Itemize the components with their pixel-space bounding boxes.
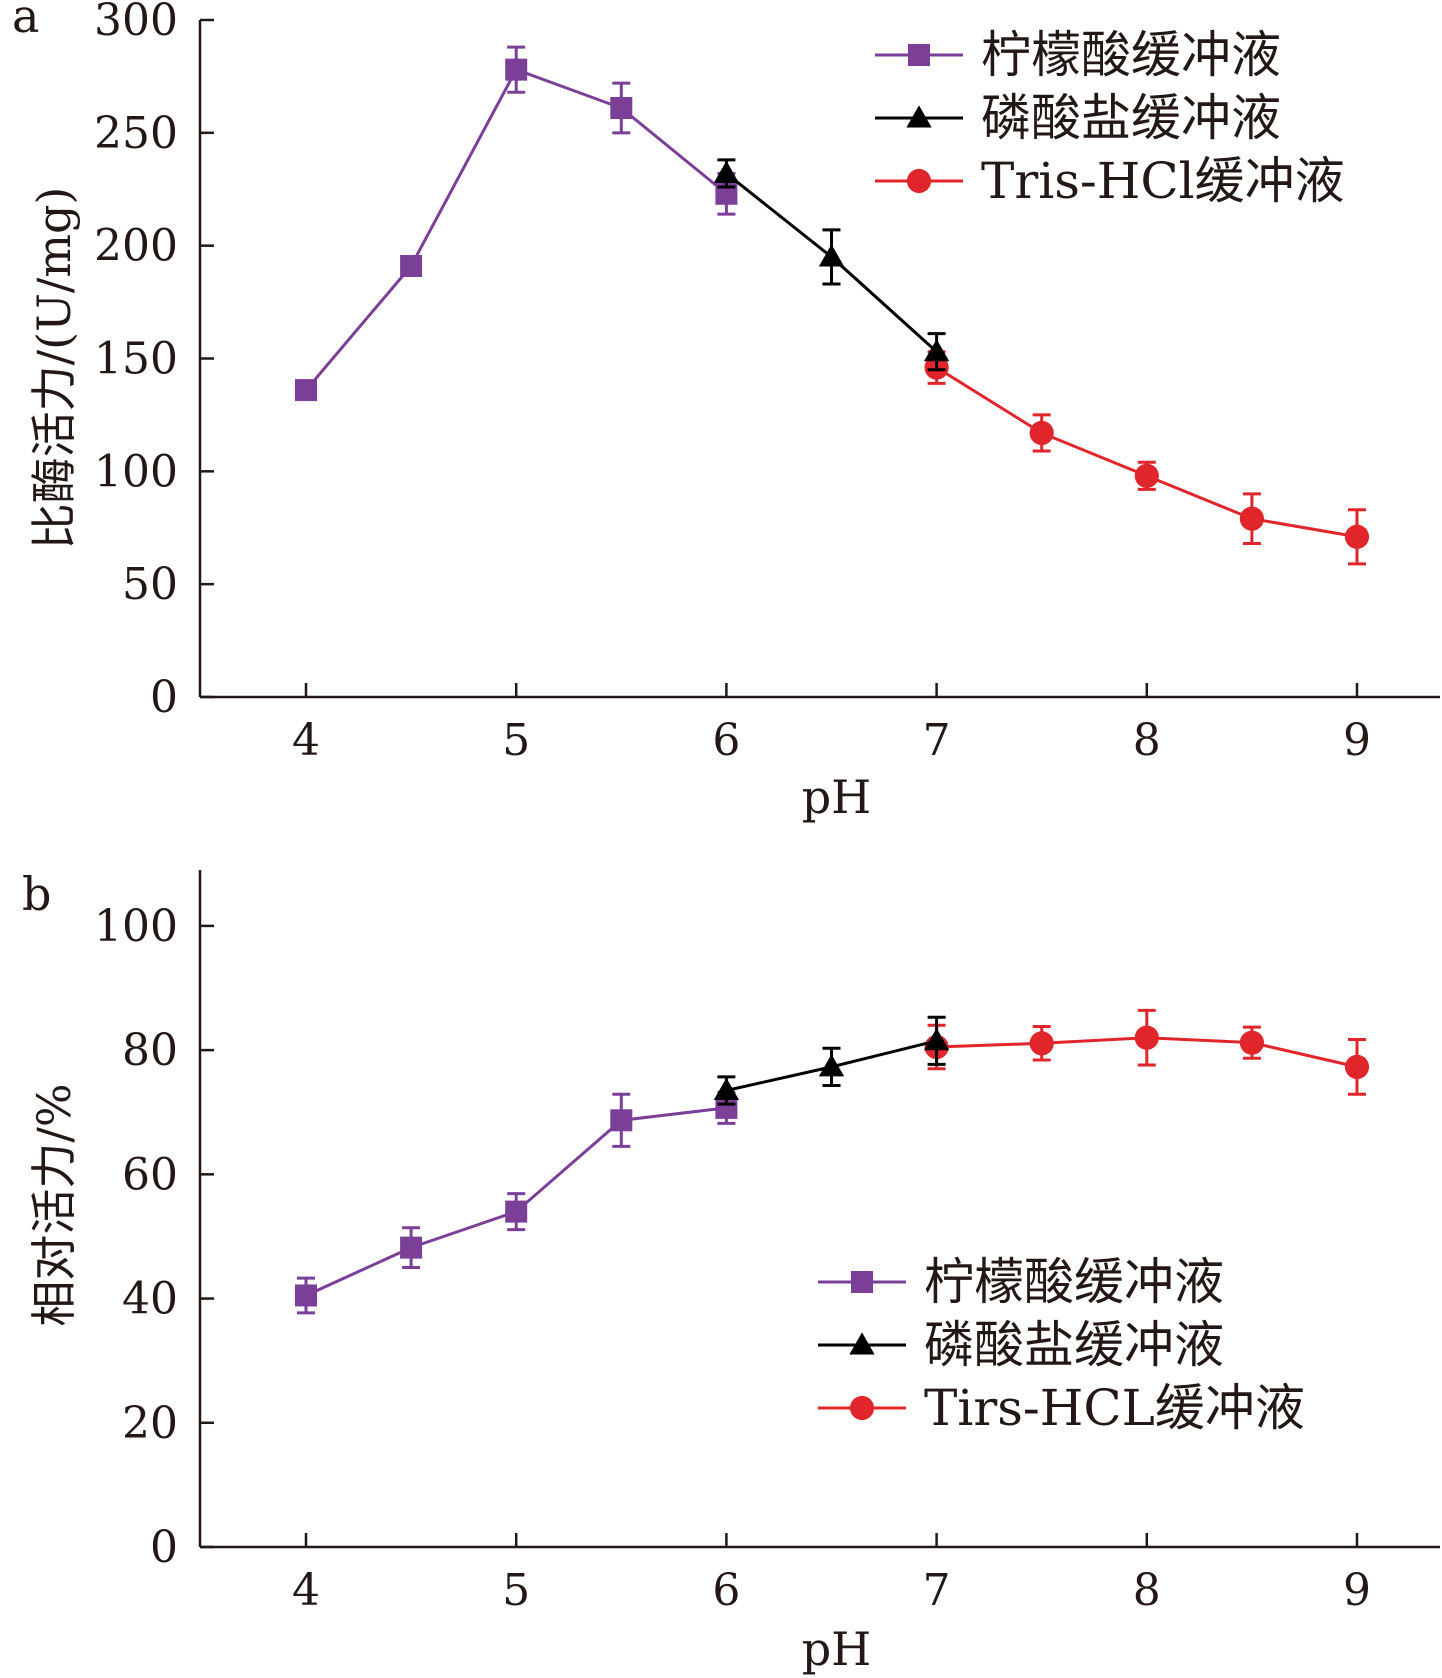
y-tick-label: 80 [122,1025,178,1076]
y-tick-label: 0 [150,672,178,723]
y-tick-label: 300 [94,0,178,46]
y-tick-label: 150 [94,334,178,385]
data-point-circle [1239,506,1264,531]
legend-label: 柠檬酸缓冲液 [981,26,1281,84]
data-point-triangle [818,244,845,267]
legend-label: Tirs-HCL缓冲液 [924,1379,1305,1437]
data-point-square [295,1284,317,1307]
series-circle [924,350,1370,566]
legend-label: 磷酸盐缓冲液 [924,1316,1224,1374]
data-point-triangle [923,1028,950,1051]
data-point-triangle [713,1077,740,1100]
data-point-circle [906,168,932,194]
y-tick-label: 40 [122,1274,178,1325]
y-tick-label: 20 [122,1398,178,1449]
x-tick-label: 8 [1133,715,1161,766]
data-point-triangle [849,1332,875,1355]
data-point-square [400,254,423,277]
x-tick-label: 4 [292,1565,320,1616]
y-tick-label: 100 [94,446,178,497]
data-point-square [908,44,930,66]
y-tick-label: 100 [94,901,178,952]
legend-label: 柠檬酸缓冲液 [924,1253,1224,1311]
chart-panel-a: a 0 50 100 150 200 250 300 4 5 6 7 8 9 pH 比酶活力/(U/mg) 柠檬… [12,0,1440,824]
data-point-square [610,1109,633,1132]
data-point-triangle [713,160,740,183]
x-axis-title: pH [802,1622,872,1676]
series-square [295,45,738,402]
x-tick-label: 4 [292,715,320,766]
data-point-circle [1134,1025,1159,1050]
series-circle [924,1008,1370,1096]
legend-label: 磷酸盐缓冲液 [981,89,1281,147]
data-point-circle [1239,1030,1264,1055]
series-triangle [713,158,950,372]
y-tick-label: 200 [94,221,178,272]
data-point-circle [1344,524,1370,549]
x-tick-label: 9 [1343,1565,1371,1616]
data-point-square [505,1200,528,1223]
data-point-triangle [906,105,932,128]
data-point-triangle [818,1054,845,1077]
chart-panel-b: b 0 20 40 60 80 100 4 5 6 7 8 9 pH 相对活力/% 柠檬酸缓冲液磷酸盐缓冲液T… [22,867,1440,1676]
y-axis-title: 相对活力/% [27,1083,81,1326]
series-square [295,1090,738,1315]
data-point-square [851,1271,873,1293]
x-axis-title: pH [802,770,872,824]
data-point-square [715,1096,738,1119]
data-point-square [400,1236,423,1259]
x-tick-label: 5 [502,1565,530,1616]
data-point-square [610,97,633,120]
series-triangle [713,1015,950,1106]
legend-label: Tris-HCl缓冲液 [981,152,1345,210]
data-point-triangle [923,339,950,362]
x-tick-label: 7 [923,1565,951,1616]
data-point-circle [1134,463,1159,488]
series-line [304,67,728,392]
data-point-square [505,58,528,81]
series-line [935,366,1358,539]
x-tick-label: 5 [502,715,530,766]
y-tick-label: 250 [94,108,178,159]
y-tick-label: 60 [122,1149,178,1200]
y-tick-label: 0 [150,1522,178,1573]
x-tick-label: 6 [712,1565,740,1616]
data-point-circle [1029,420,1054,446]
panel-label: b [22,867,51,921]
y-tick-label: 50 [122,559,178,610]
data-point-circle [1029,1031,1054,1056]
x-tick-label: 8 [1133,1565,1161,1616]
data-point-circle [849,1395,875,1421]
panel-label: a [12,0,39,43]
data-point-square [295,379,317,402]
x-tick-label: 6 [712,715,740,766]
y-axis-title: 比酶活力/(U/mg) [27,187,81,550]
x-tick-label: 9 [1343,715,1371,766]
x-tick-label: 7 [923,715,951,766]
data-point-circle [1344,1054,1370,1079]
